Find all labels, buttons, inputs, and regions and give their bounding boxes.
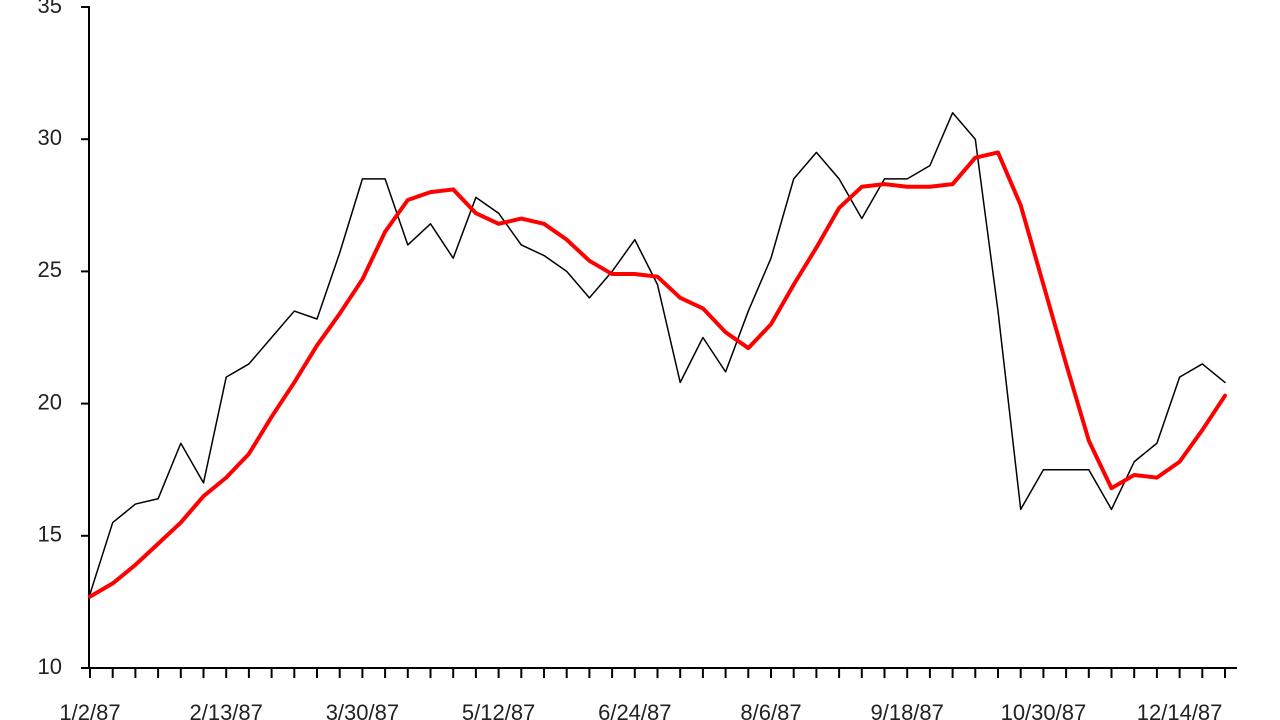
x-tick-label: 3/30/87 — [326, 700, 399, 720]
y-tick-label: 15 — [38, 522, 62, 547]
x-tick-label: 10/30/87 — [1001, 700, 1087, 720]
y-tick-label: 25 — [38, 257, 62, 282]
y-tick-label: 10 — [38, 654, 62, 679]
x-tick-label: 1/2/87 — [59, 700, 120, 720]
price-line — [89, 112, 1226, 595]
y-tick-label: 20 — [38, 389, 62, 414]
x-tick-label: 8/6/87 — [740, 700, 801, 720]
moving-average-line — [88, 150, 1227, 599]
x-tick-label: 9/18/87 — [870, 700, 943, 720]
y-tick-label: 30 — [38, 125, 62, 150]
x-tick-label: 12/14/87 — [1137, 700, 1223, 720]
x-tick-label: 2/13/87 — [189, 700, 262, 720]
x-tick-label: 5/12/87 — [462, 700, 535, 720]
y-tick-label: 35 — [38, 0, 62, 18]
x-tick-label: 6/24/87 — [598, 700, 671, 720]
